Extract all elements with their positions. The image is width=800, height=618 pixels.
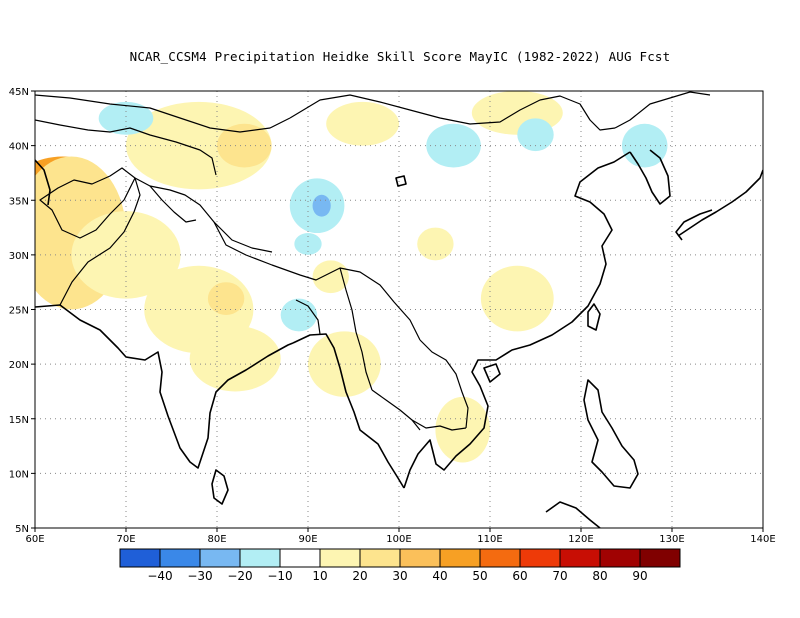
coastline-philippines [583, 379, 639, 489]
colorbar-swatch [399, 548, 441, 568]
skill-region-4 [126, 101, 272, 190]
colorbar-label: −20 [227, 569, 252, 583]
coastline-lake [395, 175, 407, 187]
colorbar-swatch [599, 548, 641, 568]
colorbar-swatch [559, 548, 601, 568]
map-title: NCAR_CCSM4 Precipitation Heidke Skill Sc… [129, 49, 671, 64]
lon-tick-label: 60E [25, 534, 44, 545]
coastline-borneo [545, 501, 601, 528]
lon-tick-label: 120E [568, 534, 593, 545]
skill-region-10 [435, 396, 491, 463]
colorbar-swatch [319, 548, 361, 568]
lon-tick-label: 90E [298, 534, 317, 545]
skill-region-8 [207, 282, 245, 315]
border-mongolia [289, 94, 616, 131]
border-pakistan [59, 177, 141, 306]
lat-tick-label: 45N [9, 87, 29, 98]
coastline-srilanka [211, 469, 229, 505]
colorbar-label: 40 [432, 569, 447, 583]
country-borders [35, 91, 711, 431]
skill-region-9 [308, 331, 381, 397]
colorbar-label: 50 [472, 569, 487, 583]
latitude-ticks: 5N 10N 15N 20N 25N 30N 35N 40N 45N [9, 87, 35, 535]
lat-tick-label: 5N [15, 524, 29, 535]
colorbar-swatch [439, 548, 481, 568]
colorbar-label: −40 [147, 569, 172, 583]
border-bangladesh [295, 299, 321, 335]
coastline-japan [677, 169, 763, 237]
lat-tick-label: 35N [9, 196, 29, 207]
skill-region-19 [517, 118, 554, 152]
coastline-bay-of-bengal [292, 333, 405, 489]
lat-tick-label: 20N [9, 360, 29, 371]
skill-region-18 [426, 123, 481, 168]
lat-tick-label: 15N [9, 415, 29, 426]
border-china-north [614, 91, 711, 129]
lat-tick-label: 25N [9, 306, 29, 317]
colorbar-label: 60 [512, 569, 527, 583]
coastline-indochina [403, 151, 631, 489]
colorbar-label: 70 [552, 569, 567, 583]
coastlines [35, 149, 763, 528]
colorbar-swatch [279, 548, 321, 568]
coastline-japan-south [675, 209, 713, 241]
border-central-asia [35, 119, 217, 176]
coastline-hainan [483, 363, 501, 383]
coastline-korea [629, 149, 671, 205]
skill-region-7 [189, 325, 281, 392]
skill-fill-layer [35, 91, 668, 463]
border-afghanistan [39, 167, 136, 239]
colorbar-swatch [639, 548, 681, 568]
border-kazakhstan [35, 94, 291, 133]
lat-tick-label: 40N [9, 142, 29, 153]
skill-region-5 [217, 123, 272, 168]
border-himalaya [134, 177, 421, 341]
border-cambodia [411, 419, 467, 431]
skill-region-17 [312, 194, 331, 217]
colorbar-swatch [359, 548, 401, 568]
longitude-ticks: 60E 70E 80E 90E 100E 110E 120E 130E 140E [25, 528, 776, 545]
border-nepal [213, 221, 273, 253]
border-myanmar [339, 267, 373, 391]
colorbar-label: −10 [267, 569, 292, 583]
lon-tick-label: 110E [477, 534, 502, 545]
skill-region-12 [326, 101, 399, 146]
lon-tick-label: 100E [386, 534, 411, 545]
coastline-caspian [35, 159, 51, 206]
border-thailand [371, 389, 421, 431]
skill-region-14 [417, 227, 454, 261]
colorbar-label: 30 [392, 569, 407, 583]
coastline-taiwan [587, 303, 601, 331]
skill-region-23 [294, 233, 322, 255]
colorbar-swatch [159, 548, 201, 568]
lon-tick-label: 130E [659, 534, 684, 545]
colorbar: −40 −30 −20 −10 10 20 30 40 50 60 70 80 90 [119, 548, 681, 583]
lon-tick-label: 70E [116, 534, 135, 545]
colorbar-label: 20 [352, 569, 367, 583]
skill-region-21 [98, 101, 154, 135]
colorbar-swatch [479, 548, 521, 568]
colorbar-label: −30 [187, 569, 212, 583]
colorbar-swatch [119, 548, 161, 568]
skill-region-20 [280, 298, 318, 332]
lon-tick-label: 140E [750, 534, 775, 545]
colorbar-label: 80 [592, 569, 607, 583]
colorbar-label: 90 [632, 569, 647, 583]
colorbar-label: 10 [312, 569, 327, 583]
colorbar-swatch [519, 548, 561, 568]
skill-region-15 [312, 260, 349, 294]
lat-tick-label: 10N [9, 469, 29, 480]
border-kashmir [149, 185, 197, 223]
border-laos-vietnam [419, 339, 469, 429]
colorbar-swatch [239, 548, 281, 568]
colorbar-swatch [199, 548, 241, 568]
skill-region-11 [480, 265, 554, 332]
lon-tick-label: 80E [207, 534, 226, 545]
lat-tick-label: 30N [9, 251, 29, 262]
coastline-india [35, 304, 294, 469]
